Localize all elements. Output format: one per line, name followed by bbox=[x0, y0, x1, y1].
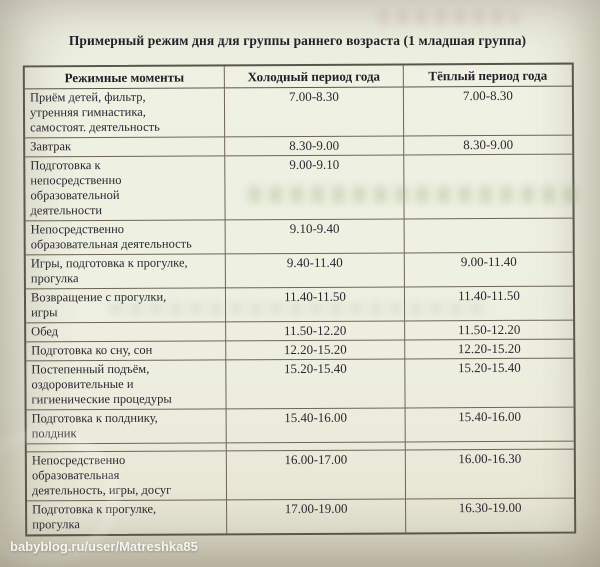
header-cold-period: Холодный период года bbox=[224, 65, 404, 89]
table-row: Приём детей, фильтр, утренняя гимнастика… bbox=[24, 86, 573, 139]
cell-moment: Игры, подготовка к прогулке, прогулка bbox=[25, 254, 226, 290]
table-row: Возвращение с прогулки, игры 11.40-11.50… bbox=[25, 286, 574, 324]
cell-warm-period: 8.30-9.00 bbox=[404, 135, 573, 156]
cell-cold-period: 16.00-17.00 bbox=[226, 450, 407, 501]
cell-warm-period: 11.50-12.20 bbox=[405, 320, 574, 341]
watermark-url: babyblog.ru/user/Matreshka85 bbox=[10, 539, 198, 554]
cell-cold-period: 17.00-19.00 bbox=[227, 499, 407, 534]
cell-moment: Постепенный подъём, оздоровительные и ги… bbox=[26, 360, 227, 411]
schedule-table: Режимные моменты Холодный период года Тё… bbox=[22, 62, 577, 537]
cell-moment: Завтрак bbox=[25, 137, 226, 158]
cell-moment: Подготовка к полднику, полдник bbox=[26, 409, 227, 445]
cell-cold-period: 9.40-11.40 bbox=[225, 253, 405, 289]
cell-moment: Приём детей, фильтр, утренняя гимнастика… bbox=[24, 88, 226, 139]
table-row: Подготовка к непосредственно образовател… bbox=[25, 154, 573, 222]
cell-warm-period: 7.00-8.30 bbox=[403, 86, 573, 137]
table-row: Подготовка к полднику, полдник 15.40-16.… bbox=[26, 407, 574, 445]
table-row: Игры, подготовка к прогулке, прогулка 9.… bbox=[25, 252, 573, 290]
cell-moment: Непосредственно образовательная деятельн… bbox=[26, 451, 228, 502]
cell-warm-period: 16.00-16.30 bbox=[405, 449, 575, 500]
cell-warm-period: 16.30-19.00 bbox=[458, 499, 522, 516]
cell-cold-period: 7.00-8.30 bbox=[224, 87, 405, 138]
cell-moment: Подготовка ко сну, сон bbox=[26, 341, 227, 362]
cell-cold-period: 12.20-15.20 bbox=[226, 340, 406, 361]
cell-warm-period: 15.20-15.40 bbox=[405, 358, 574, 409]
cell-warm-period bbox=[404, 218, 573, 254]
table-row: Постепенный подъём, оздоровительные и ги… bbox=[26, 358, 574, 411]
cell-moment: Подготовка к непосредственно образовател… bbox=[25, 156, 226, 222]
cell-cold-period: 15.40-16.00 bbox=[226, 408, 406, 444]
cell-cold-period: 15.20-15.40 bbox=[226, 359, 406, 410]
cell-moment: Непосредственно образовательная деятельн… bbox=[25, 220, 226, 256]
table-row: Подготовка к прогулке, прогулка 17.00-19… bbox=[27, 499, 574, 535]
cell-warm-period bbox=[404, 154, 573, 220]
cell-cold-period: 9.10-9.40 bbox=[225, 219, 405, 255]
cell-warm-period: 9.00-11.40 bbox=[404, 252, 573, 288]
cell-cold-period: 8.30-9.00 bbox=[225, 136, 405, 157]
header-regime-moments: Режимные моменты bbox=[24, 66, 225, 90]
bleed-through-artifact bbox=[378, 11, 518, 24]
table-header-row: Режимные моменты Холодный период года Тё… bbox=[24, 64, 572, 90]
schedule-table-body: Приём детей, фильтр, утренняя гимнастика… bbox=[24, 86, 575, 535]
header-warm-period: Тёплый период года bbox=[403, 64, 572, 88]
cell-warm-period: 11.40-11.50 bbox=[404, 286, 574, 322]
cell-moment: Подготовка к прогулке, прогулка bbox=[27, 500, 228, 535]
cell-warm-period: 12.20-15.20 bbox=[405, 339, 574, 360]
cell-cold-period: 9.00-9.10 bbox=[225, 155, 405, 221]
table-row: Непосредственно образовательная деятельн… bbox=[25, 218, 573, 256]
cell-warm-period: 15.40-16.00 bbox=[405, 407, 574, 443]
page-title: Примерный режим дня для группы раннего в… bbox=[68, 33, 527, 48]
cell-moment: Обед bbox=[26, 322, 227, 343]
cell-cold-period: 11.40-11.50 bbox=[225, 287, 406, 323]
cell-moment: Возвращение с прогулки, игры bbox=[25, 288, 227, 324]
cell-cold-period: 11.50-12.20 bbox=[226, 321, 406, 342]
table-row: Непосредственно образовательная деятельн… bbox=[26, 449, 575, 502]
